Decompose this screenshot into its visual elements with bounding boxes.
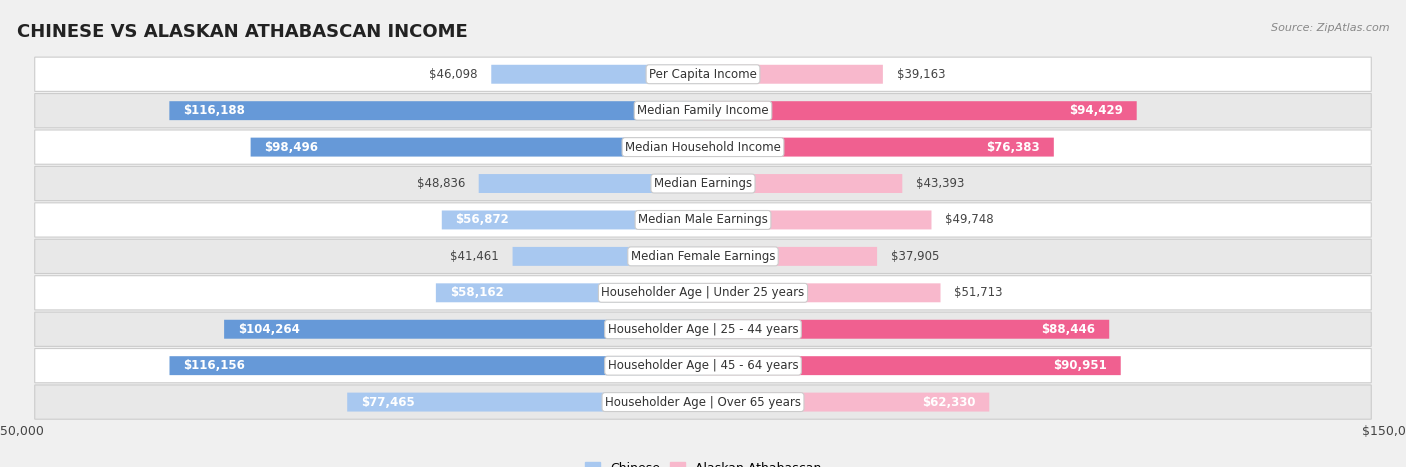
FancyBboxPatch shape xyxy=(35,57,1371,92)
FancyBboxPatch shape xyxy=(513,247,703,266)
Text: Householder Age | 25 - 44 years: Householder Age | 25 - 44 years xyxy=(607,323,799,336)
Text: $37,905: $37,905 xyxy=(891,250,939,263)
FancyBboxPatch shape xyxy=(703,138,1054,156)
Text: Per Capita Income: Per Capita Income xyxy=(650,68,756,81)
FancyBboxPatch shape xyxy=(491,65,703,84)
Text: $43,393: $43,393 xyxy=(917,177,965,190)
Text: $116,188: $116,188 xyxy=(183,104,245,117)
Text: Median Male Earnings: Median Male Earnings xyxy=(638,213,768,226)
Text: $49,748: $49,748 xyxy=(945,213,994,226)
Text: Median Female Earnings: Median Female Earnings xyxy=(631,250,775,263)
FancyBboxPatch shape xyxy=(35,130,1371,164)
Text: Median Household Income: Median Household Income xyxy=(626,141,780,154)
FancyBboxPatch shape xyxy=(35,276,1371,310)
Text: $46,098: $46,098 xyxy=(429,68,478,81)
Text: Median Earnings: Median Earnings xyxy=(654,177,752,190)
FancyBboxPatch shape xyxy=(703,393,990,411)
FancyBboxPatch shape xyxy=(35,312,1371,347)
Text: CHINESE VS ALASKAN ATHABASCAN INCOME: CHINESE VS ALASKAN ATHABASCAN INCOME xyxy=(17,23,468,42)
Text: $48,836: $48,836 xyxy=(416,177,465,190)
Text: $39,163: $39,163 xyxy=(897,68,945,81)
Text: $94,429: $94,429 xyxy=(1069,104,1123,117)
FancyBboxPatch shape xyxy=(436,283,703,302)
Text: Householder Age | Over 65 years: Householder Age | Over 65 years xyxy=(605,396,801,409)
FancyBboxPatch shape xyxy=(703,320,1109,339)
FancyBboxPatch shape xyxy=(478,174,703,193)
Text: Householder Age | 45 - 64 years: Householder Age | 45 - 64 years xyxy=(607,359,799,372)
FancyBboxPatch shape xyxy=(35,239,1371,274)
Text: $88,446: $88,446 xyxy=(1042,323,1095,336)
FancyBboxPatch shape xyxy=(441,211,703,229)
Legend: Chinese, Alaskan Athabascan: Chinese, Alaskan Athabascan xyxy=(579,457,827,467)
Text: $77,465: $77,465 xyxy=(361,396,415,409)
Text: $90,951: $90,951 xyxy=(1053,359,1107,372)
Text: $104,264: $104,264 xyxy=(238,323,299,336)
Text: $51,713: $51,713 xyxy=(955,286,1002,299)
Text: $76,383: $76,383 xyxy=(987,141,1040,154)
Text: $41,461: $41,461 xyxy=(450,250,499,263)
FancyBboxPatch shape xyxy=(35,348,1371,383)
Text: Median Family Income: Median Family Income xyxy=(637,104,769,117)
FancyBboxPatch shape xyxy=(170,356,703,375)
Text: $56,872: $56,872 xyxy=(456,213,509,226)
FancyBboxPatch shape xyxy=(224,320,703,339)
FancyBboxPatch shape xyxy=(347,393,703,411)
Text: Source: ZipAtlas.com: Source: ZipAtlas.com xyxy=(1271,23,1389,33)
FancyBboxPatch shape xyxy=(703,247,877,266)
FancyBboxPatch shape xyxy=(703,65,883,84)
FancyBboxPatch shape xyxy=(35,166,1371,201)
FancyBboxPatch shape xyxy=(703,174,903,193)
FancyBboxPatch shape xyxy=(35,385,1371,419)
FancyBboxPatch shape xyxy=(250,138,703,156)
FancyBboxPatch shape xyxy=(703,211,932,229)
FancyBboxPatch shape xyxy=(35,203,1371,237)
FancyBboxPatch shape xyxy=(703,101,1136,120)
Text: $58,162: $58,162 xyxy=(450,286,503,299)
FancyBboxPatch shape xyxy=(703,283,941,302)
Text: $62,330: $62,330 xyxy=(922,396,976,409)
Text: $98,496: $98,496 xyxy=(264,141,318,154)
FancyBboxPatch shape xyxy=(35,93,1371,128)
FancyBboxPatch shape xyxy=(703,356,1121,375)
Text: $116,156: $116,156 xyxy=(183,359,245,372)
Text: Householder Age | Under 25 years: Householder Age | Under 25 years xyxy=(602,286,804,299)
FancyBboxPatch shape xyxy=(169,101,703,120)
